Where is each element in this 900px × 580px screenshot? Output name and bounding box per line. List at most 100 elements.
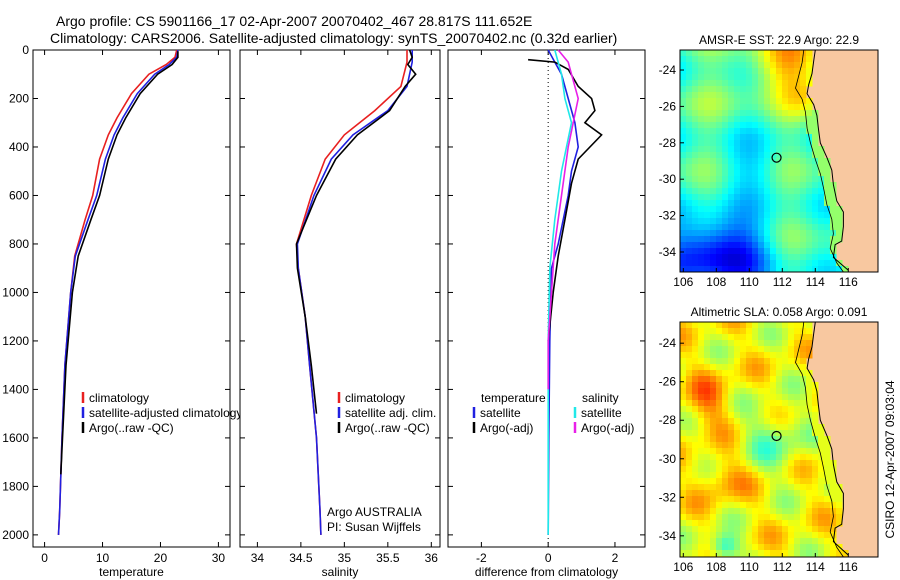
map-cell xyxy=(710,322,717,329)
map-cell xyxy=(746,152,753,159)
map-cell xyxy=(734,86,741,93)
map-cell xyxy=(680,514,687,521)
y-tick-label: -24 xyxy=(659,336,677,350)
map-cell xyxy=(782,502,789,509)
map-cell xyxy=(716,544,723,551)
map-cell xyxy=(722,194,729,201)
map-cell xyxy=(686,182,693,189)
map-cell xyxy=(698,484,705,491)
map-cell xyxy=(776,520,783,527)
map-cell xyxy=(758,430,765,437)
map-cell xyxy=(812,496,819,503)
map-cell xyxy=(698,182,705,189)
map-cell xyxy=(698,472,705,479)
map-cell xyxy=(680,236,687,243)
map-cell xyxy=(710,478,717,485)
map-cell xyxy=(782,412,789,419)
map-cell xyxy=(686,230,693,237)
header-line2: Climatology: CARS2006. Satellite-adjuste… xyxy=(50,30,617,46)
map-cell xyxy=(716,56,723,63)
map-cell xyxy=(788,248,795,255)
map-cell xyxy=(776,394,783,401)
map-cell xyxy=(812,116,819,123)
x-tick-label: 2 xyxy=(612,551,619,565)
map-cell xyxy=(722,478,729,485)
map-cell xyxy=(746,218,753,225)
map-cell xyxy=(758,170,765,177)
map-cell xyxy=(680,526,687,533)
map-cell xyxy=(776,116,783,123)
map-cell xyxy=(788,80,795,87)
map-cell xyxy=(812,460,819,467)
map-cell xyxy=(806,370,813,377)
map-cell xyxy=(758,80,765,87)
map-cell xyxy=(692,74,699,81)
map-cell xyxy=(782,140,789,147)
map-cell xyxy=(686,322,693,329)
map-cell xyxy=(680,74,687,81)
map-cell xyxy=(746,424,753,431)
map-cell xyxy=(710,194,717,201)
map-cell xyxy=(764,478,771,485)
map-cell xyxy=(734,352,741,359)
map-cell xyxy=(788,448,795,455)
x-tick-label: 112 xyxy=(773,560,792,574)
temperature-panel: 0 10 20 30020040060080010001200140016001800… xyxy=(2,43,242,579)
map-cell xyxy=(728,466,735,473)
map-cell xyxy=(770,418,777,425)
map-cell xyxy=(710,412,717,419)
map-cell xyxy=(740,158,747,165)
map-cell xyxy=(752,116,759,123)
map-cell xyxy=(776,466,783,473)
map-cell xyxy=(758,266,765,272)
map-cell xyxy=(722,68,729,75)
map-cell xyxy=(692,134,699,141)
map-cell xyxy=(716,224,723,231)
map-cell xyxy=(704,164,711,171)
map-cell xyxy=(716,550,723,557)
map-cell xyxy=(800,110,807,117)
map-cell xyxy=(788,200,795,207)
map-cell xyxy=(800,134,807,141)
map-cell xyxy=(758,254,765,261)
map-cell xyxy=(734,436,741,443)
map-cell xyxy=(728,490,735,497)
map-cell xyxy=(734,236,741,243)
map-cell xyxy=(710,370,717,377)
map-cell xyxy=(704,152,711,159)
map-cell xyxy=(740,68,747,75)
map-cell xyxy=(740,370,747,377)
map-cell xyxy=(776,140,783,147)
map-cell xyxy=(692,394,699,401)
map-cell xyxy=(710,340,717,347)
map-cell xyxy=(692,50,699,57)
map-cell xyxy=(746,436,753,443)
map-cell xyxy=(710,110,717,117)
map-cell xyxy=(734,68,741,75)
map-cell xyxy=(824,478,831,485)
map-cell xyxy=(770,514,777,521)
map-cell xyxy=(782,134,789,141)
map-cell xyxy=(776,418,783,425)
map-cell xyxy=(734,520,741,527)
map-cell xyxy=(782,496,789,503)
map-cell xyxy=(734,322,741,329)
map-cell xyxy=(692,364,699,371)
map-cell xyxy=(788,334,795,341)
map-cell xyxy=(764,134,771,141)
x-tick-label: 110 xyxy=(740,275,759,289)
map-cell xyxy=(728,484,735,491)
map-cell xyxy=(752,526,759,533)
map-cell xyxy=(830,260,837,267)
map-cell xyxy=(746,490,753,497)
map-cell xyxy=(764,424,771,431)
map-cell xyxy=(698,260,705,267)
map-cell xyxy=(782,538,789,545)
map-cell xyxy=(686,502,693,509)
map-cell xyxy=(734,460,741,467)
map-cell xyxy=(752,466,759,473)
map-cell xyxy=(770,550,777,557)
map-cell xyxy=(794,110,801,117)
map-cell xyxy=(770,520,777,527)
map-cell xyxy=(782,382,789,389)
